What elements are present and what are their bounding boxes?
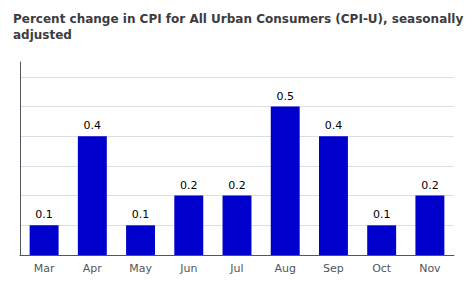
svg-text:Mar: Mar xyxy=(34,262,55,275)
svg-text:0.4: 0.4 xyxy=(325,119,343,132)
svg-text:Jul: Jul xyxy=(229,262,243,275)
svg-text:Oct: Oct xyxy=(372,262,392,275)
svg-text:Apr: Apr xyxy=(83,262,103,275)
svg-text:0.5: 0.5 xyxy=(276,90,294,103)
svg-text:0.2: 0.2 xyxy=(180,179,198,192)
svg-text:Sep: Sep xyxy=(323,262,344,275)
svg-text:0.4: 0.4 xyxy=(84,119,102,132)
svg-text:0.1: 0.1 xyxy=(132,208,150,221)
svg-text:Jun: Jun xyxy=(179,262,197,275)
svg-text:Nov: Nov xyxy=(419,262,441,275)
svg-text:Aug: Aug xyxy=(274,262,295,275)
svg-text:0.1: 0.1 xyxy=(35,208,53,221)
svg-text:0.2: 0.2 xyxy=(421,179,439,192)
svg-text:May: May xyxy=(129,262,152,275)
svg-text:0.2: 0.2 xyxy=(228,179,246,192)
svg-text:adjusted: adjusted xyxy=(13,28,72,42)
svg-text:Percent change in CPI for All: Percent change in CPI for All Urban Cons… xyxy=(13,12,467,26)
svg-text:0.1: 0.1 xyxy=(373,208,391,221)
